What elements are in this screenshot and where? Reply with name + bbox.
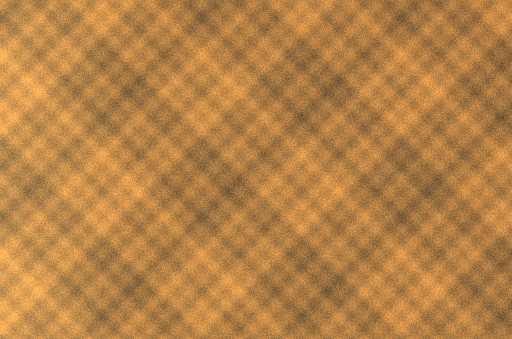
- Bar: [452, 285, 486, 314]
- Bar: [398, 165, 433, 314]
- Title: Burlington Thanksgiving Day High Temperature
Distribution (1904-2011): Burlington Thanksgiving Day High Tempera…: [59, 5, 505, 44]
- Bar: [291, 137, 326, 314]
- Bar: [238, 215, 273, 314]
- Bar: [132, 307, 166, 314]
- Text: 0.93%: 0.93%: [131, 294, 167, 304]
- Text: 19.63%: 19.63%: [394, 153, 437, 162]
- Bar: [345, 80, 379, 314]
- Text: 3.74%: 3.74%: [451, 273, 487, 283]
- Text: 13.08%: 13.08%: [233, 202, 277, 212]
- Bar: [185, 264, 219, 314]
- Text: 6.54%: 6.54%: [184, 252, 220, 262]
- Bar: [78, 300, 113, 314]
- Text: 1.87%: 1.87%: [77, 287, 114, 297]
- Text: 30.84%: 30.84%: [340, 67, 384, 78]
- Text: 23.36%: 23.36%: [287, 124, 330, 134]
